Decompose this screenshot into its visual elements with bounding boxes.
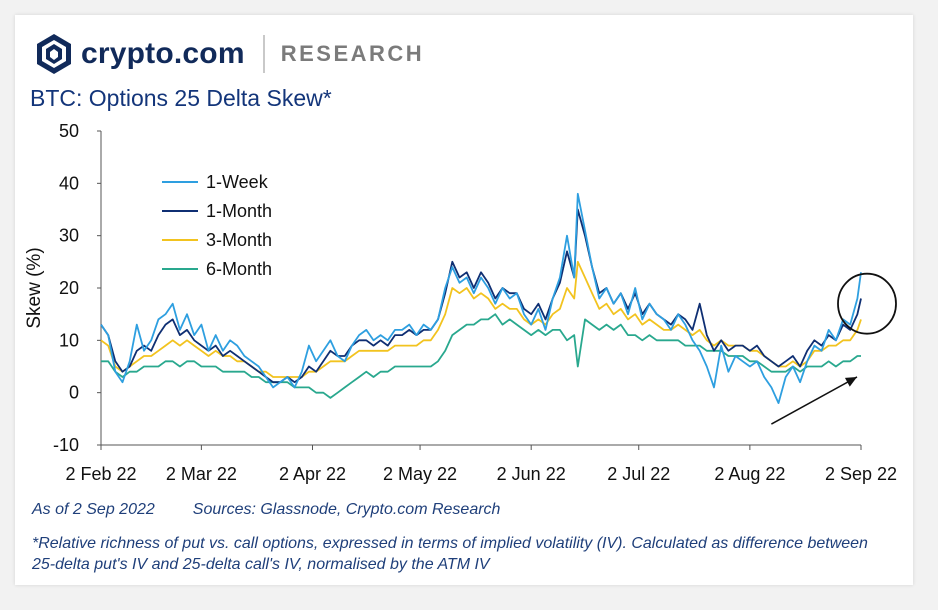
legend-label-1-week: 1-Week (206, 172, 269, 192)
highlight-circle (837, 272, 897, 335)
footer-source: As of 2 Sep 2022 Sources: Glassnode, Cryp… (32, 501, 500, 519)
y-tick-label: 10 (59, 330, 79, 350)
y-tick-label: 50 (59, 121, 79, 141)
y-tick-label: 30 (59, 226, 79, 246)
y-tick-label: 0 (69, 383, 79, 403)
y-tick-label: -10 (53, 435, 79, 455)
x-tick-label: 2 Sep 22 (825, 464, 897, 484)
chart-annotations (771, 272, 897, 425)
footnote: *Relative richness of put vs. call optio… (32, 535, 868, 573)
legend-label-3-month: 3-Month (206, 230, 272, 250)
x-tick-label: 2 Jun 22 (497, 464, 566, 484)
x-tick-label: 2 Jul 22 (607, 464, 670, 484)
x-tick-label: 2 Apr 22 (279, 464, 346, 484)
trend-arrow-line (771, 376, 858, 425)
x-tick-label: 2 May 22 (383, 464, 457, 484)
section-label: RESEARCH (280, 41, 425, 66)
series-line-1-week (100, 192, 862, 405)
y-tick-label: 40 (59, 173, 79, 193)
y-tick-label: 20 (59, 278, 79, 298)
line-chart: -10 0 10 20 30 40 50 2 Feb 22 2 Mar 22 2 Apr 22 2 … (24, 121, 897, 484)
legend-label-1-month: 1-Month (206, 201, 272, 221)
chart-axes: -10 0 10 20 30 40 50 2 Feb 22 2 Mar 22 2 Apr 22 2 … (24, 121, 897, 484)
as-of-date: As of 2 Sep 2022 (32, 501, 155, 518)
brand-name: crypto.com (81, 37, 245, 70)
x-tick-label: 2 Aug 22 (714, 464, 785, 484)
trend-arrow-head (844, 376, 857, 387)
series-line-6-month (101, 313, 861, 399)
chart-card: crypto.com RESEARCH BTC: Options 25 Delt… (15, 15, 913, 585)
chart-legend: 1-Week 1-Month 3-Month 6-Month (162, 172, 272, 279)
crypto-com-lion-shield-icon (37, 34, 71, 74)
chart-series (100, 192, 862, 405)
y-axis-title: Skew (%) (24, 247, 45, 328)
legend-label-6-month: 6-Month (206, 259, 272, 279)
chart-title: BTC: Options 25 Delta Skew* (30, 85, 332, 111)
header-divider (262, 35, 265, 73)
x-tick-label: 2 Feb 22 (65, 464, 136, 484)
series-line-1-month (100, 208, 862, 384)
sources-text: Sources: Glassnode, Crypto.com Research (192, 501, 501, 518)
x-tick-label: 2 Mar 22 (166, 464, 237, 484)
header: crypto.com RESEARCH (35, 29, 424, 79)
